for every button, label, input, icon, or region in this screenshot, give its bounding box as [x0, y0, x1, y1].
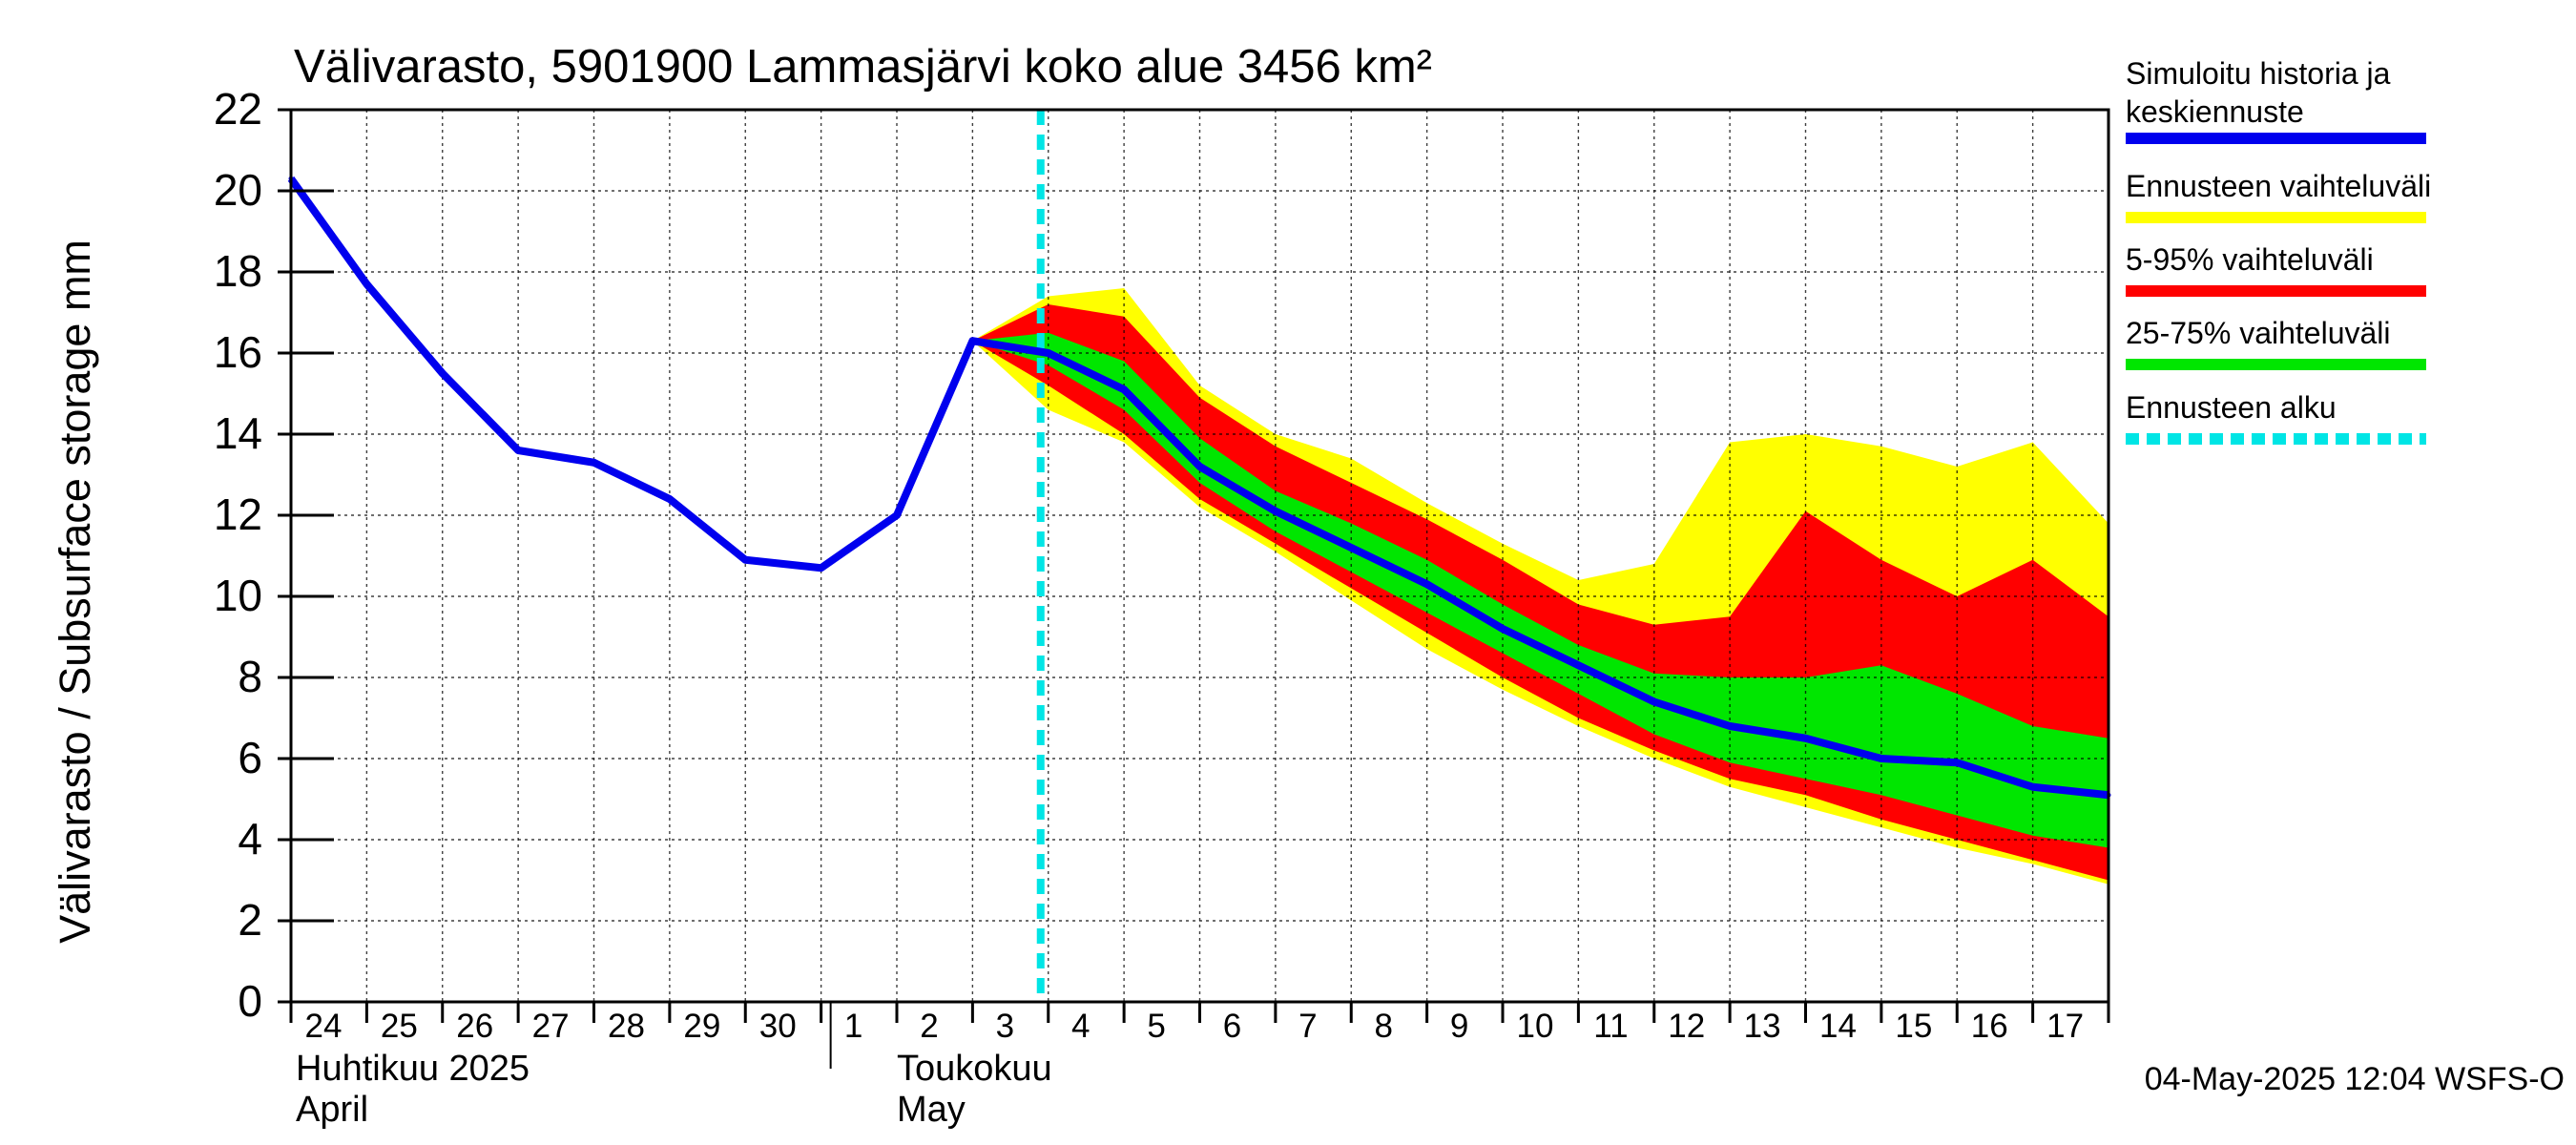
data-point — [1652, 699, 1657, 704]
month-label-en: May — [897, 1090, 966, 1130]
data-point — [1197, 464, 1202, 469]
data-point — [592, 460, 596, 466]
data-point — [894, 512, 900, 518]
x-tick-label: 14 — [1819, 1008, 1857, 1045]
y-tick-label: 22 — [214, 84, 262, 134]
month-label-en: April — [296, 1090, 368, 1130]
x-tick-label: 12 — [1668, 1008, 1705, 1045]
x-tick-label: 6 — [1223, 1008, 1241, 1045]
data-point — [1803, 736, 1808, 741]
x-tick-label: 8 — [1375, 1008, 1393, 1045]
y-tick-label: 14 — [214, 408, 262, 458]
data-point — [1500, 626, 1506, 632]
series-lines — [287, 176, 2111, 800]
band-2 — [972, 332, 2109, 848]
y-tick-label: 20 — [214, 165, 262, 215]
y-tick-label: 0 — [238, 976, 262, 1026]
x-tick-label: 13 — [1744, 1008, 1781, 1045]
data-point — [364, 281, 369, 287]
y-tick-label: 4 — [238, 814, 262, 864]
x-tick-label: 3 — [996, 1008, 1014, 1045]
x-tick-label: 11 — [1593, 1008, 1628, 1045]
data-point — [515, 448, 521, 453]
data-point — [1046, 350, 1051, 356]
data-point — [1575, 662, 1581, 668]
legend-label: Ennusteen alku — [2126, 390, 2337, 425]
data-point — [1424, 581, 1430, 587]
y-tick-label: 10 — [214, 571, 262, 620]
x-tick-label: 16 — [1971, 1008, 2008, 1045]
x-tick-label: 27 — [532, 1008, 570, 1045]
x-tick-label: 29 — [683, 1008, 720, 1045]
x-tick-label: 1 — [844, 1008, 862, 1045]
x-tick-label: 5 — [1147, 1008, 1165, 1045]
x-tick-label: 7 — [1298, 1008, 1317, 1045]
y-tick-label: 12 — [214, 489, 262, 539]
y-axis-label: Välivarasto / Subsurface storage mm — [51, 239, 99, 944]
legend-label: keskiennuste — [2126, 94, 2304, 129]
footer-timestamp: 04-May-2025 12:04 WSFS-O — [2145, 1061, 2565, 1097]
data-point — [1121, 386, 1127, 392]
data-point — [1954, 760, 1960, 765]
data-point — [969, 338, 975, 344]
x-tick-label: 10 — [1517, 1008, 1554, 1045]
x-tick-label: 17 — [2046, 1008, 2084, 1045]
y-tick-label: 16 — [214, 327, 262, 377]
x-tick-label: 2 — [920, 1008, 938, 1045]
x-tick-label: 30 — [759, 1008, 797, 1045]
grid-lines — [291, 110, 2109, 1002]
y-tick-label: 6 — [238, 733, 262, 782]
legend-label: Ennusteen vaihteluväli — [2126, 169, 2431, 203]
data-point — [819, 565, 824, 571]
data-point — [742, 557, 748, 563]
legend-label: 5-95% vaihteluväli — [2126, 242, 2374, 277]
forecast-bands — [972, 288, 2109, 885]
x-tick-label: 25 — [381, 1008, 418, 1045]
x-tick-label: 4 — [1071, 1008, 1090, 1045]
data-point — [1727, 723, 1733, 729]
x-tick-label: 28 — [608, 1008, 645, 1045]
month-label: Huhtikuu 2025 — [296, 1049, 530, 1089]
data-point — [2030, 784, 2036, 790]
y-tick-label: 8 — [238, 652, 262, 701]
x-tick-label: 24 — [305, 1008, 343, 1045]
data-point — [1273, 509, 1278, 514]
y-tick-label: 18 — [214, 246, 262, 296]
data-point — [1879, 756, 1884, 761]
month-label: Toukokuu — [897, 1049, 1052, 1089]
chart-title: Välivarasto, 5901900 Lammasjärvi koko al… — [294, 41, 1432, 93]
data-point — [1348, 545, 1354, 551]
data-point — [440, 370, 446, 376]
legend-label: 25-75% vaihteluväli — [2126, 316, 2391, 350]
x-tick-label: 26 — [456, 1008, 493, 1045]
x-tick-label: 15 — [1895, 1008, 1932, 1045]
data-point — [667, 496, 673, 502]
y-tick-label: 2 — [238, 895, 262, 945]
legend-label: Simuloitu historia ja — [2126, 56, 2391, 91]
x-tick-label: 9 — [1450, 1008, 1468, 1045]
